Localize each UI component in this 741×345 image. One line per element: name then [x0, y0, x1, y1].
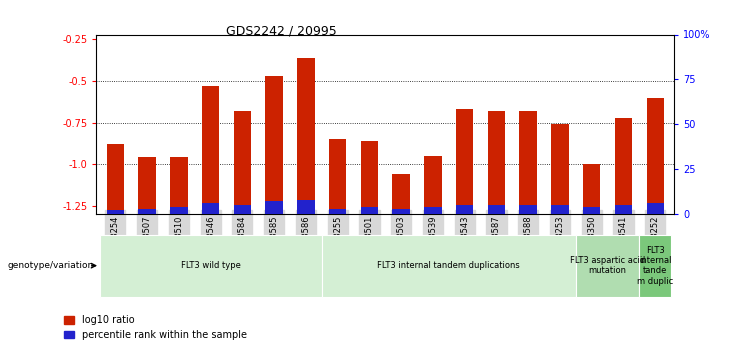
- Bar: [265, 76, 283, 214]
- Bar: [297, 199, 315, 214]
- Text: FLT3 wild type: FLT3 wild type: [181, 261, 241, 270]
- Bar: [139, 157, 156, 214]
- Bar: [393, 174, 410, 214]
- Bar: [297, 58, 315, 214]
- Text: FLT3
internal
tande
m duplic: FLT3 internal tande m duplic: [637, 246, 674, 286]
- Bar: [202, 86, 219, 214]
- Text: genotype/variation: genotype/variation: [7, 261, 93, 270]
- Bar: [202, 203, 219, 214]
- Bar: [393, 208, 410, 214]
- Bar: [329, 208, 346, 214]
- Legend: log10 ratio, percentile rank within the sample: log10 ratio, percentile rank within the …: [64, 315, 247, 340]
- Bar: [170, 207, 187, 214]
- Bar: [361, 207, 378, 214]
- Text: FLT3 aspartic acid
mutation: FLT3 aspartic acid mutation: [570, 256, 645, 275]
- Bar: [583, 164, 600, 214]
- Bar: [551, 205, 568, 214]
- Bar: [170, 157, 187, 214]
- Bar: [424, 156, 442, 214]
- Bar: [107, 144, 124, 214]
- Bar: [615, 205, 632, 214]
- Bar: [519, 205, 537, 214]
- Bar: [233, 111, 251, 214]
- Bar: [424, 207, 442, 214]
- Bar: [139, 208, 156, 214]
- Bar: [646, 203, 664, 214]
- Bar: [583, 207, 600, 214]
- Bar: [488, 111, 505, 214]
- Bar: [615, 118, 632, 214]
- Bar: [107, 210, 124, 214]
- Bar: [646, 98, 664, 214]
- Bar: [519, 111, 537, 214]
- Bar: [329, 139, 346, 214]
- Bar: [456, 205, 473, 214]
- Bar: [551, 124, 568, 214]
- Text: FLT3 internal tandem duplications: FLT3 internal tandem duplications: [377, 261, 520, 270]
- Text: GDS2242 / 20995: GDS2242 / 20995: [226, 24, 337, 37]
- Bar: [233, 205, 251, 214]
- Bar: [361, 141, 378, 214]
- Bar: [265, 201, 283, 214]
- Bar: [488, 205, 505, 214]
- Bar: [456, 109, 473, 214]
